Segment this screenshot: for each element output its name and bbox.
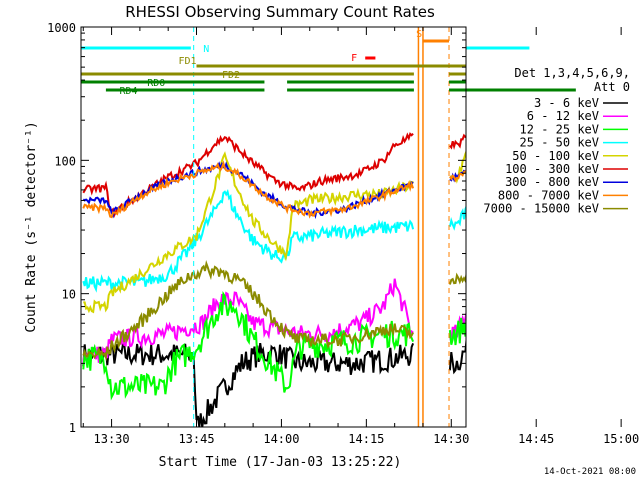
- legend-label-6-12-kev: 6 - 12 keV: [527, 109, 599, 123]
- chart-title: RHESSI Observing Summary Count Rates: [125, 3, 435, 21]
- legend-label-25-50-kev: 25 - 50 keV: [520, 136, 599, 150]
- y-tick-label: 1000: [47, 21, 76, 35]
- x-tick-label: 13:45: [178, 432, 214, 446]
- y-axis-label: Count Rate (s⁻¹ detector⁻¹): [24, 121, 39, 332]
- flag-label-rd0: RD0: [147, 78, 165, 89]
- legend-label-100-300-kev: 100 - 300 keV: [505, 162, 599, 176]
- legend-label-12-25-kev: 12 - 25 keV: [520, 122, 599, 136]
- flag-label-s: S: [416, 29, 422, 40]
- x-tick-label: 14:15: [348, 432, 384, 446]
- x-axis-label: Start Time (17-Jan-03 13:25:22): [159, 455, 402, 470]
- legend-title-line2: Att 0: [594, 80, 630, 94]
- flag-bars: N S F FD1 FD2 RD0 RD4: [81, 29, 576, 97]
- flag-label-n: N: [203, 44, 209, 55]
- series-line-50-100-kev: [83, 149, 466, 314]
- legend-label-800-7000-kev: 800 - 7000 keV: [498, 188, 599, 202]
- legend-label-7000-15000-kev: 7000 - 15000 keV: [483, 202, 599, 216]
- y-tick-label: 10: [62, 288, 76, 302]
- series-line-7000-15000-kev: [82, 259, 466, 362]
- flag-label-f: F: [351, 53, 357, 64]
- plot-frame: [80, 26, 467, 428]
- flag-label-rd4: RD4: [120, 86, 138, 97]
- x-tick-label: 14:30: [433, 432, 469, 446]
- flag-label-fd2: FD2: [222, 70, 240, 81]
- series-line-800-7000-kev: [82, 160, 466, 219]
- timestamp: 14-Oct-2021 08:00: [544, 467, 636, 477]
- legend-label-300-800-kev: 300 - 800 keV: [505, 175, 599, 189]
- legend-label-3-6-kev: 3 - 6 keV: [534, 96, 599, 110]
- plot-area: [82, 27, 466, 427]
- series-line-6-12-kev: [82, 278, 466, 364]
- x-tick-label: 13:30: [94, 432, 130, 446]
- series-line-12-25-kev: [82, 290, 466, 401]
- x-tick-label: 14:00: [263, 432, 299, 446]
- y-tick-label: 1: [69, 421, 76, 435]
- y-tick-label: 100: [54, 154, 76, 168]
- series-line-3-6-kev: [82, 336, 466, 427]
- x-tick-label: 14:45: [518, 432, 554, 446]
- flag-label-fd1: FD1: [178, 56, 196, 67]
- legend-title-line1: Det 1,3,4,5,6,9,: [514, 66, 630, 80]
- axes: 13:30 13:45 14:00 14:15 14:30 14:45 15:00 1 10 10…: [47, 21, 639, 446]
- x-tick-label: 15:00: [603, 432, 639, 446]
- legend-label-50-100-kev: 50 - 100 keV: [512, 149, 599, 163]
